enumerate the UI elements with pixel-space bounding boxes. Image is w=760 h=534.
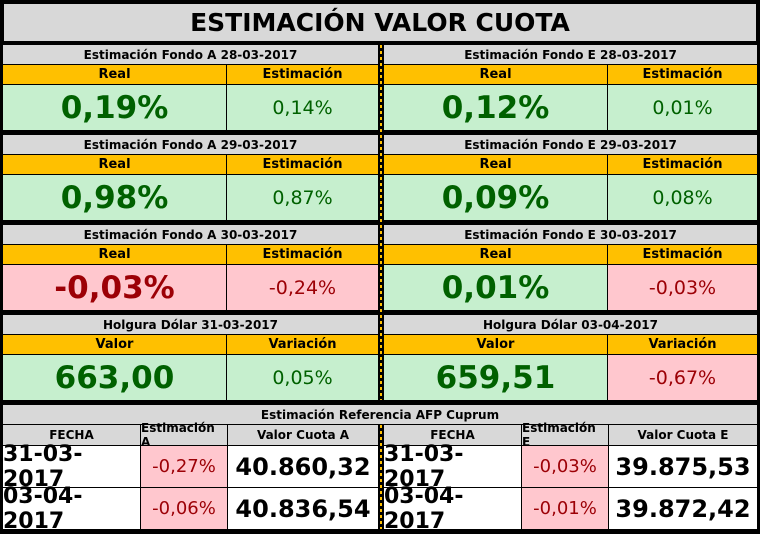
- fund-e-29-real-value: 0,09%: [384, 175, 607, 220]
- ref-row2-estimacion-e: -0,01%: [522, 488, 608, 529]
- fund-a-29-estimacion-value: 0,87%: [227, 175, 378, 220]
- holgura-03-variacion-value: -0,67%: [608, 355, 757, 400]
- fund-e-28-col-estimacion: Estimación: [608, 65, 757, 84]
- ref-row1-estimacion-e: -0,03%: [522, 446, 608, 487]
- fund-e-28-col-real: Real: [384, 65, 607, 84]
- ref-row1-fecha-e: 31-03-2017: [384, 442, 521, 492]
- fund-e-30-estimacion-value: -0,03%: [608, 265, 757, 310]
- fund-a-29-col-real: Real: [3, 155, 226, 174]
- ref-col-estimacion-e: Estimación E: [522, 421, 608, 449]
- fund-e-29-col-real: Real: [384, 155, 607, 174]
- fund-a-28-header: Estimación Fondo A 28-03-2017: [3, 45, 378, 64]
- holgura-31-header: Holgura Dólar 31-03-2017: [3, 315, 378, 334]
- fund-a-28-estimacion-value: 0,14%: [227, 85, 378, 130]
- fund-e-28-real-value: 0,12%: [384, 85, 607, 130]
- holgura-31-col-variacion: Variación: [227, 335, 378, 354]
- fund-e-30-real-value: 0,01%: [384, 265, 607, 310]
- fund-e-29-estimacion-value: 0,08%: [608, 175, 757, 220]
- ref-col-valor-cuota-a: Valor Cuota A: [228, 425, 378, 445]
- fund-e-29-col-estimacion: Estimación: [608, 155, 757, 174]
- ref-col-fecha-a: FECHA: [3, 425, 140, 445]
- ref-row1-estimacion-a: -0,27%: [141, 446, 227, 487]
- ref-row1-fecha-a: 31-03-2017: [3, 442, 140, 492]
- fund-a-28-col-real: Real: [3, 65, 226, 84]
- fund-a-30-col-estimacion: Estimación: [227, 245, 378, 264]
- holgura-03-header: Holgura Dólar 03-04-2017: [384, 315, 757, 334]
- holgura-03-col-variacion: Variación: [608, 335, 757, 354]
- reference-header: Estimación Referencia AFP Cuprum: [3, 405, 757, 424]
- holgura-31-col-valor: Valor: [3, 335, 226, 354]
- holgura-31-variacion-value: 0,05%: [227, 355, 378, 400]
- fund-e-30-col-real: Real: [384, 245, 607, 264]
- fund-a-29-col-estimacion: Estimación: [227, 155, 378, 174]
- fund-a-28-real-value: 0,19%: [3, 85, 226, 130]
- ref-row2-fecha-a: 03-04-2017: [3, 484, 140, 534]
- fund-a-29-real-value: 0,98%: [3, 175, 226, 220]
- ref-row2-estimacion-a: -0,06%: [141, 488, 227, 529]
- fund-a-30-estimacion-value: -0,24%: [227, 265, 378, 310]
- ref-col-estimacion-a: Estimación A: [141, 421, 227, 449]
- holgura-03-valor-value: 659,51: [384, 355, 607, 400]
- center-divider: [380, 45, 382, 400]
- fund-e-30-col-estimacion: Estimación: [608, 245, 757, 264]
- fund-e-30-header: Estimación Fondo E 30-03-2017: [384, 225, 757, 244]
- fund-a-30-col-real: Real: [3, 245, 226, 264]
- fund-e-29-header: Estimación Fondo E 29-03-2017: [384, 135, 757, 154]
- ref-row2-fecha-e: 03-04-2017: [384, 484, 521, 534]
- page-title: ESTIMACIÓN VALOR CUOTA: [3, 3, 757, 42]
- fund-a-28-col-estimacion: Estimación: [227, 65, 378, 84]
- center-divider-bottom: [380, 425, 382, 529]
- ref-row2-valor-cuota-a: 40.836,54: [228, 488, 378, 529]
- ref-col-valor-cuota-e: Valor Cuota E: [609, 425, 757, 445]
- fund-a-30-header: Estimación Fondo A 30-03-2017: [3, 225, 378, 244]
- ref-row1-valor-cuota-a: 40.860,32: [228, 446, 378, 487]
- fund-e-28-estimacion-value: 0,01%: [608, 85, 757, 130]
- fund-e-28-header: Estimación Fondo E 28-03-2017: [384, 45, 757, 64]
- ref-row1-valor-cuota-e: 39.875,53: [609, 446, 757, 487]
- ref-col-fecha-e: FECHA: [384, 425, 521, 445]
- holgura-31-valor-value: 663,00: [3, 355, 226, 400]
- fund-a-29-header: Estimación Fondo A 29-03-2017: [3, 135, 378, 154]
- fund-a-30-real-value: -0,03%: [3, 265, 226, 310]
- holgura-03-col-valor: Valor: [384, 335, 607, 354]
- ref-row2-valor-cuota-e: 39.872,42: [609, 488, 757, 529]
